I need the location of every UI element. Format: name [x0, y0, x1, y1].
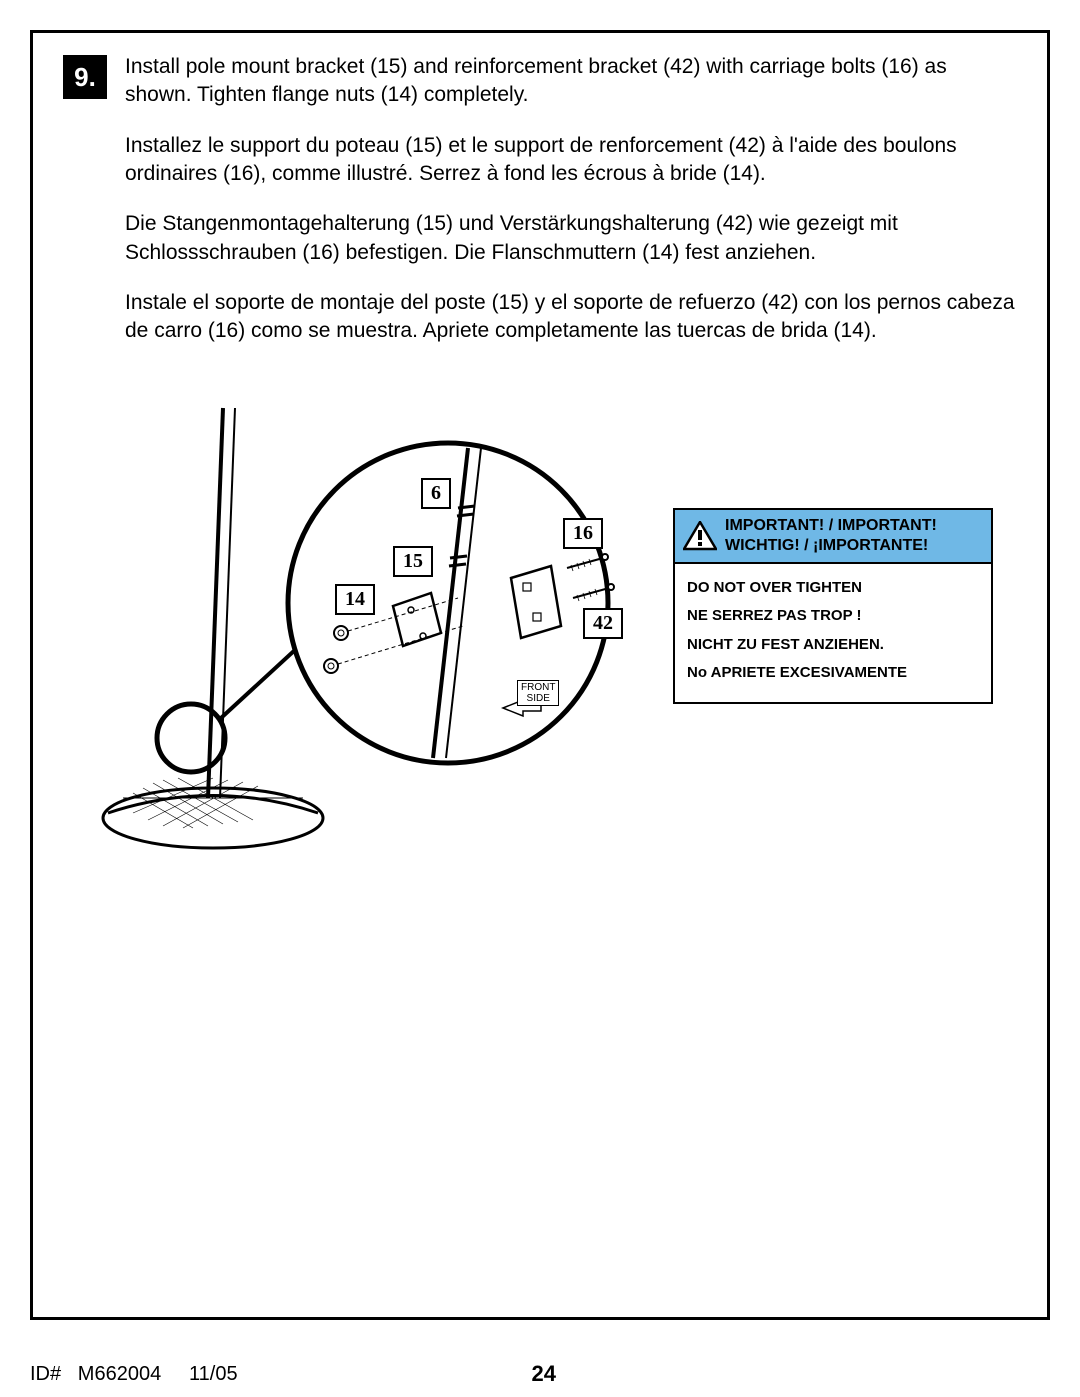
warning-body: DO NOT OVER TIGHTEN NE SERREZ PAS TROP !… [675, 564, 991, 702]
warning-es: No APRIETE EXCESIVAMENTE [687, 659, 979, 688]
warning-en: DO NOT OVER TIGHTEN [687, 574, 979, 603]
page-frame: 9. Install pole mount bracket (15) and r… [30, 30, 1050, 1320]
paragraph-en: Install pole mount bracket (15) and rein… [125, 53, 1017, 110]
callout-42: 42 [583, 608, 623, 639]
warning-de: NICHT ZU FEST ANZIEHEN. [687, 631, 979, 660]
step-row: 9. Install pole mount bracket (15) and r… [63, 53, 1017, 368]
callout-14: 14 [335, 584, 375, 615]
assembly-illustration [63, 398, 623, 878]
footer-page-number: 24 [238, 1361, 850, 1387]
warning-header-line1: IMPORTANT! / IMPORTANT! [725, 517, 937, 534]
callout-6: 6 [421, 478, 451, 509]
footer-left: ID# M662004 11/05 [30, 1363, 238, 1386]
page-footer: ID# M662004 11/05 24 [30, 1361, 1050, 1387]
footer-id-value: M662004 [78, 1363, 161, 1385]
warning-header-line2: WICHTIG! / ¡IMPORTANTE! [725, 537, 928, 554]
warning-header-text: IMPORTANT! / IMPORTANT! WICHTIG! / ¡IMPO… [725, 516, 937, 556]
warning-icon [683, 521, 717, 551]
front-side-label: FRONT SIDE [517, 680, 559, 706]
step-number-badge: 9. [63, 55, 107, 99]
paragraph-de: Die Stangenmontagehalterung (15) und Ver… [125, 210, 1017, 267]
callout-15: 15 [393, 546, 433, 577]
side-text: SIDE [527, 693, 550, 704]
footer-date: 11/05 [189, 1363, 238, 1385]
footer-id-label: ID# [30, 1363, 61, 1385]
step-text-block: Install pole mount bracket (15) and rein… [125, 53, 1017, 368]
warning-fr: NE SERREZ PAS TROP ! [687, 602, 979, 631]
callout-16: 16 [563, 518, 603, 549]
paragraph-es: Instale el soporte de montaje del poste … [125, 289, 1017, 346]
paragraph-fr: Installez le support du poteau (15) et l… [125, 132, 1017, 189]
warning-box: IMPORTANT! / IMPORTANT! WICHTIG! / ¡IMPO… [673, 508, 993, 704]
step-number: 9. [74, 62, 96, 93]
front-text: FRONT [521, 682, 555, 693]
warning-header: IMPORTANT! / IMPORTANT! WICHTIG! / ¡IMPO… [675, 510, 991, 564]
diagram-area: 6 16 15 14 42 FRONT SIDE IMPORTANT! / IM… [63, 398, 1023, 878]
